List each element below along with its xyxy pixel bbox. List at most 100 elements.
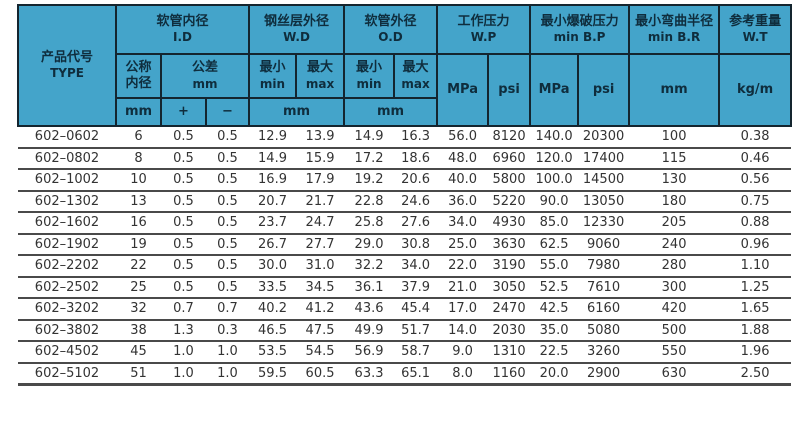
col-header-od-mm: mm: [343, 97, 439, 127]
header-row-units: mm + − mm mm: [18, 97, 791, 127]
cell: 420: [629, 297, 720, 320]
cell: 10: [116, 168, 161, 191]
table-body: 602–0602 6 0.5 0.5 12.9 13.9 14.9 16.3 56.0 8120 1…: [18, 125, 792, 386]
group-wt-zh: 参考重量: [729, 13, 782, 29]
cell: 1.96: [719, 340, 792, 363]
cell: 31.0: [296, 254, 345, 277]
cell: 130: [629, 168, 720, 191]
cell: 6960: [488, 146, 531, 169]
col-group-wire-outer-diameter: 钢丝层外径 W.D: [248, 4, 346, 55]
col-header-wp-psi: psi: [487, 53, 532, 127]
cell: 602–0802: [18, 146, 116, 169]
cell: 0.5: [206, 275, 250, 298]
cell: 51: [116, 361, 161, 386]
cell: 52.5: [530, 275, 579, 298]
table-row: 602–4502 45 1.0 1.0 53.5 54.5 56.9 58.7 9.0 1310 2…: [18, 340, 792, 363]
cell: 22.8: [344, 189, 395, 212]
cell: 8: [116, 146, 161, 169]
cell: 0.5: [161, 254, 206, 277]
cell: 40.0: [437, 168, 489, 191]
cell: 6160: [578, 297, 630, 320]
cell: 59.5: [249, 361, 297, 386]
cell: 0.3: [206, 318, 250, 341]
cell: 20.7: [249, 189, 297, 212]
col-header-od-min: 最小 min: [343, 53, 396, 99]
cell: 42.5: [530, 297, 579, 320]
cell: 0.96: [719, 232, 792, 255]
cell: 23.7: [249, 211, 297, 234]
col-header-tolerance-minus: −: [204, 97, 251, 127]
cell: 1.3: [161, 318, 206, 341]
group-od-en: O.D: [378, 30, 403, 45]
col-group-weight: 参考重量 W.T: [718, 4, 793, 55]
cell: 34.0: [437, 211, 489, 234]
table-row: 602–2502 25 0.5 0.5 33.5 34.5 36.1 37.9 21.0 3050…: [18, 275, 792, 298]
cell: 500: [629, 318, 720, 341]
cell: 1.0: [206, 361, 250, 386]
cell: 33.5: [249, 275, 297, 298]
col-header-wp-mpa: MPa: [436, 53, 490, 127]
cell: 14.0: [437, 318, 489, 341]
group-br-zh: 最小弯曲半径: [635, 13, 714, 29]
cell: 22.5: [530, 340, 579, 363]
col-header-nominal-id: 公称 内径: [115, 53, 162, 99]
cell: 0.5: [161, 189, 206, 212]
cell: 58.7: [394, 340, 438, 363]
cell: 1.88: [719, 318, 792, 341]
cell: 602–1302: [18, 189, 116, 212]
cell: 51.7: [394, 318, 438, 341]
cell: 17400: [578, 146, 630, 169]
col-header-tolerance: 公差 mm: [159, 53, 251, 99]
group-br-en: min B.R: [647, 30, 701, 45]
cell: 21.0: [437, 275, 489, 298]
cell: 0.5: [206, 125, 250, 148]
tolerance-unit: mm: [192, 76, 218, 91]
cell: 602–0602: [18, 125, 116, 148]
cell: 13050: [578, 189, 630, 212]
cell: 17.2: [344, 146, 395, 169]
cell: 20300: [578, 125, 630, 148]
col-group-burst-pressure: 最小爆破压力 min B.P: [529, 4, 631, 55]
table-row: 602–1602 16 0.5 0.5 23.7 24.7 25.8 27.6 34.0 4930…: [18, 211, 792, 234]
cell: 48.0: [437, 146, 489, 169]
cell: 16.3: [394, 125, 438, 148]
cell: 22: [116, 254, 161, 277]
cell: 27.7: [296, 232, 345, 255]
cell: 1.10: [719, 254, 792, 277]
cell: 26.7: [249, 232, 297, 255]
cell: 280: [629, 254, 720, 277]
cell: 5080: [578, 318, 630, 341]
table-row: 602–1002 10 0.5 0.5 16.9 17.9 19.2 20.6 40.0 5800…: [18, 168, 792, 191]
cell: 6: [116, 125, 161, 148]
cell: 0.38: [719, 125, 792, 148]
product-code-label-zh: 产品代号: [40, 49, 93, 65]
cell: 0.5: [161, 232, 206, 255]
cell: 120.0: [530, 146, 579, 169]
group-od-zh: 软管外径: [364, 13, 417, 29]
cell: 53.5: [249, 340, 297, 363]
cell: 0.5: [161, 146, 206, 169]
cell: 35.0: [530, 318, 579, 341]
table-row: 602–2202 22 0.5 0.5 30.0 31.0 32.2 34.0 22.0 3190…: [18, 254, 792, 277]
group-wd-en: W.D: [283, 30, 310, 45]
cell: 602–4502: [18, 340, 116, 363]
cell: 180: [629, 189, 720, 212]
col-header-br-mm: mm: [628, 53, 721, 127]
cell: 0.56: [719, 168, 792, 191]
cell: 3630: [488, 232, 531, 255]
cell: 40.2: [249, 297, 297, 320]
cell: 1.0: [161, 340, 206, 363]
cell: 62.5: [530, 232, 579, 255]
cell: 5220: [488, 189, 531, 212]
wd-min-zh: 最小: [259, 60, 286, 76]
cell: 100.0: [530, 168, 579, 191]
product-code-label-en: TYPE: [50, 66, 84, 81]
cell: 30.8: [394, 232, 438, 255]
cell: 90.0: [530, 189, 579, 212]
group-wd-zh: 钢丝层外径: [264, 13, 330, 29]
wd-min-en: min: [259, 76, 286, 91]
tolerance-zh: 公差: [192, 60, 219, 76]
cell: 25: [116, 275, 161, 298]
cell: 2900: [578, 361, 630, 386]
cell: 27.6: [394, 211, 438, 234]
